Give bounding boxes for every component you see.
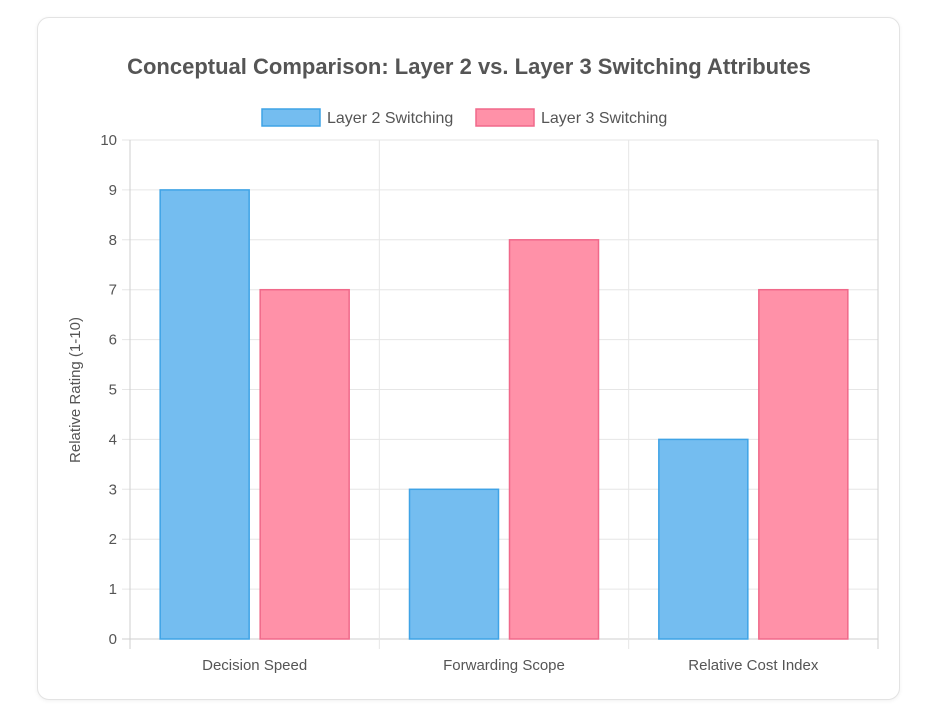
y-tick-label: 7 [109, 282, 117, 299]
legend-label: Layer 3 Switching [541, 110, 667, 127]
x-tick-label: Decision Speed [202, 657, 307, 674]
legend-item[interactable]: Layer 2 Switching [261, 108, 453, 127]
chart-title: Conceptual Comparison: Layer 2 vs. Layer… [127, 54, 811, 79]
x-tick-label: Forwarding Scope [443, 657, 565, 674]
legend-item[interactable]: Layer 3 Switching [475, 108, 667, 127]
bar-layer2 [658, 438, 749, 640]
bar-layer2 [408, 488, 500, 640]
bar-layer2 [159, 189, 250, 640]
y-tick-label: 8 [109, 232, 117, 249]
y-tick-label: 4 [109, 431, 117, 448]
bar-layer3 [508, 239, 600, 640]
legend[interactable]: Layer 2 Switching Layer 3 Switching [261, 108, 667, 127]
y-tick-label: 0 [109, 631, 117, 648]
bar-layer3 [259, 288, 350, 640]
y-tick-label: 3 [109, 481, 117, 498]
x-tick-label: Relative Cost Index [688, 657, 819, 674]
legend-swatch [475, 108, 535, 127]
y-tick-label: 9 [109, 182, 117, 199]
y-tick-label: 1 [109, 581, 117, 598]
bars [159, 189, 849, 640]
bar-layer3 [758, 288, 849, 640]
x-axis: Decision Speed Forwarding Scope Relative C… [202, 657, 819, 674]
y-axis-title: Relative Rating (1-10) [67, 317, 84, 463]
y-tick-label: 2 [109, 531, 117, 548]
legend-label: Layer 2 Switching [327, 110, 453, 127]
y-tick-label: 6 [109, 332, 117, 349]
y-tick-label: 10 [100, 132, 117, 149]
legend-swatch [261, 108, 321, 127]
y-tick-label: 5 [109, 382, 117, 399]
y-axis: 0 1 2 3 4 5 6 7 8 9 10 [100, 132, 117, 648]
